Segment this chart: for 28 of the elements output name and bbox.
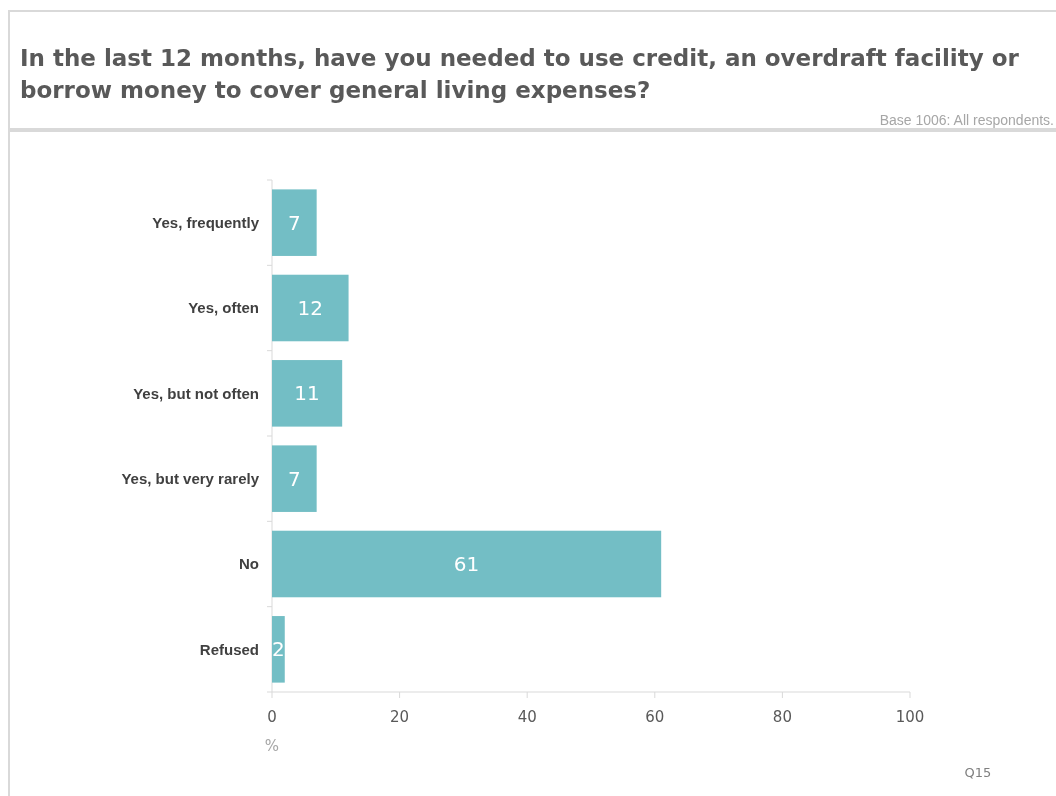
y-tick-label: Yes, but not often [133,384,259,402]
y-tick-label: Refused [199,640,259,658]
data-label: 7 [287,210,301,235]
x-tick-label: 0 [267,708,277,726]
data-label: 11 [294,381,320,406]
x-tick-label: 80 [772,708,792,726]
x-tick-label: 60 [645,708,665,726]
x-tick-label: 40 [517,708,537,726]
data-label: 7 [287,466,301,491]
bar [272,360,343,427]
y-tick-label: Yes, often [188,299,259,317]
bar [272,616,285,683]
text: Q15 [964,765,992,780]
chart-title: In the last 12 months, have you needed to use credit, an overdraft facility or borrow money to cover general living expenses? [20,44,1020,105]
data-label: 12 [297,296,324,320]
x-tick-label: 100 [895,708,925,726]
text: Base 1006: All respondents. [879,112,1054,128]
y-tick-label: Yes, but very rarely [121,469,260,487]
bar [272,530,662,598]
x-axis-title: % [264,737,280,755]
x-tick-label: 20 [390,708,410,726]
data-label: 2 [272,637,285,662]
y-tick-label: No [239,555,259,573]
y-tick-label: Yes, frequently [152,213,260,231]
bar [272,445,317,512]
data-label: 61 [453,552,480,576]
bar [272,274,349,342]
bar [272,189,317,256]
